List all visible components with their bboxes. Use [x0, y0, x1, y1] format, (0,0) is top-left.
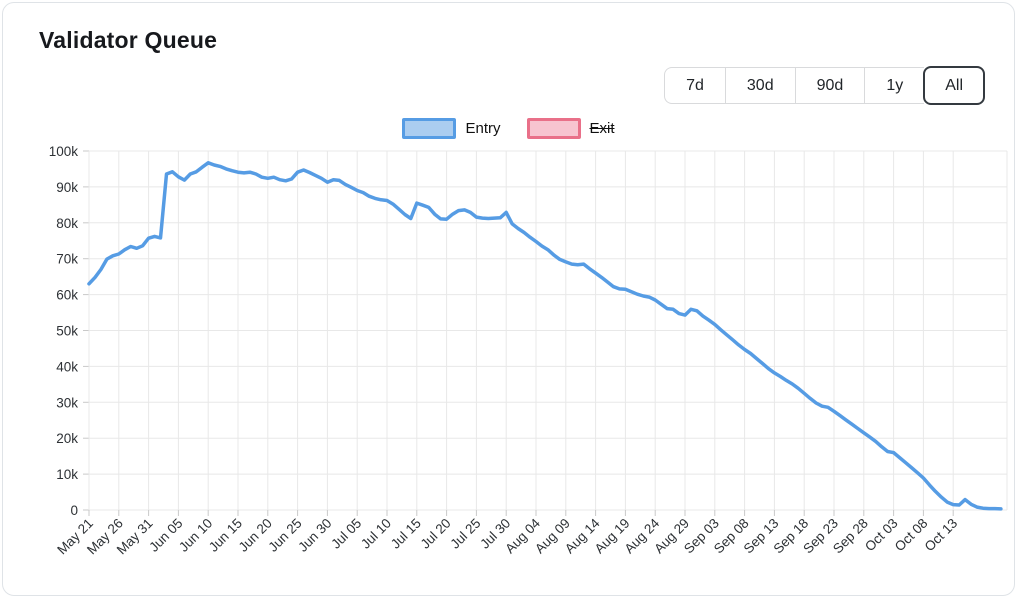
range-button-all[interactable]: All — [923, 66, 985, 105]
svg-text:0: 0 — [70, 503, 78, 518]
svg-text:60k: 60k — [56, 288, 78, 303]
range-button-90d[interactable]: 90d — [794, 67, 865, 104]
svg-text:Jul 10: Jul 10 — [358, 516, 394, 552]
svg-text:Jun 30: Jun 30 — [295, 516, 334, 555]
svg-text:50k: 50k — [56, 324, 78, 339]
svg-text:30k: 30k — [56, 395, 78, 410]
svg-text:Jul 25: Jul 25 — [447, 516, 483, 552]
page-title: Validator Queue — [39, 27, 218, 53]
svg-text:100k: 100k — [49, 144, 79, 159]
svg-text:40k: 40k — [56, 359, 78, 374]
range-button-30d[interactable]: 30d — [724, 67, 795, 104]
svg-text:10k: 10k — [56, 467, 78, 482]
exit-series-swatch — [526, 118, 581, 139]
line-chart[interactable]: 0 10k 20k 30k 40k 50k 60k 70k 80k 90k 100k May 21 Ma… — [3, 3, 1014, 595]
svg-text:Jul 05: Jul 05 — [328, 516, 364, 552]
svg-text:70k: 70k — [56, 252, 78, 267]
svg-text:Oct 08: Oct 08 — [892, 516, 931, 555]
svg-text:Oct 13: Oct 13 — [922, 516, 961, 555]
svg-text:90k: 90k — [56, 180, 78, 195]
time-range-button-group: 7d 30d 90d 1y All — [664, 66, 985, 105]
range-button-1y[interactable]: 1y — [864, 67, 925, 104]
entry-series-swatch — [402, 118, 457, 139]
legend-item-entry[interactable]: Entry — [402, 118, 501, 139]
svg-text:80k: 80k — [56, 216, 78, 231]
chart-legend: Entry Exit — [3, 118, 1014, 139]
legend-label-entry: Entry — [465, 120, 501, 137]
legend-label-exit: Exit — [589, 120, 615, 137]
svg-text:Jul 20: Jul 20 — [418, 516, 454, 552]
svg-text:Jul 15: Jul 15 — [388, 516, 424, 552]
validator-queue-card: Validator Queue 7d 30d 90d 1y All Entry … — [2, 2, 1015, 596]
svg-text:Oct 03: Oct 03 — [862, 516, 901, 555]
range-button-7d[interactable]: 7d — [664, 67, 725, 104]
svg-text:20k: 20k — [56, 431, 78, 446]
legend-item-exit[interactable]: Exit — [526, 118, 615, 139]
